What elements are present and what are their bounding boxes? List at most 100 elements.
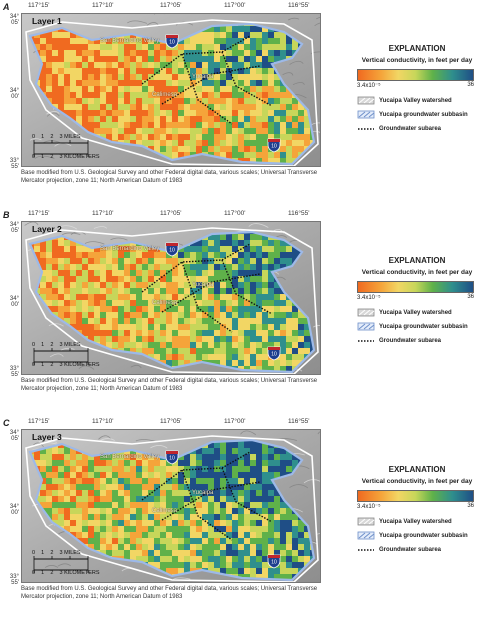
conductivity-cell xyxy=(124,460,131,467)
lat-tick: 34° 05' xyxy=(9,14,19,26)
conductivity-cell xyxy=(232,140,239,147)
conductivity-cell xyxy=(298,324,305,331)
conductivity-cell xyxy=(304,342,311,349)
conductivity-cell xyxy=(124,300,131,307)
conductivity-cell xyxy=(232,514,239,521)
conductivity-cell xyxy=(250,318,257,325)
conductivity-cell xyxy=(208,538,215,545)
conductivity-cell xyxy=(88,324,95,331)
conductivity-cell xyxy=(262,32,269,39)
conductivity-cell xyxy=(238,110,245,117)
conductivity-cell xyxy=(286,532,293,539)
conductivity-cell xyxy=(244,354,251,361)
conductivity-cell xyxy=(202,336,209,343)
conductivity-cell xyxy=(292,110,299,117)
conductivity-cell xyxy=(280,556,287,563)
conductivity-cell xyxy=(238,526,245,533)
conductivity-cell xyxy=(106,86,113,93)
conductivity-cell xyxy=(166,490,173,497)
conductivity-cell xyxy=(70,264,77,271)
conductivity-cell xyxy=(220,26,227,33)
subbasin-boundary xyxy=(28,438,316,582)
conductivity-cell xyxy=(46,508,53,515)
conductivity-cell xyxy=(148,490,155,497)
conductivity-cell xyxy=(64,276,71,283)
conductivity-cell xyxy=(214,56,221,63)
conductivity-cell xyxy=(250,460,257,467)
conductivity-cell xyxy=(244,502,251,509)
conductivity-cell xyxy=(136,466,143,473)
conductivity-cell xyxy=(64,282,71,289)
conductivity-cell xyxy=(280,348,287,355)
conductivity-cell xyxy=(262,318,269,325)
conductivity-cell xyxy=(250,44,257,51)
conductivity-cell xyxy=(220,490,227,497)
conductivity-cell xyxy=(148,526,155,533)
conductivity-cell xyxy=(136,128,143,135)
conductivity-cell xyxy=(172,342,179,349)
conductivity-cell xyxy=(124,104,131,111)
conductivity-cell xyxy=(148,502,155,509)
conductivity-cell xyxy=(166,62,173,69)
conductivity-cell xyxy=(196,550,203,557)
conductivity-cell xyxy=(58,306,65,313)
conductivity-cell xyxy=(256,26,263,33)
conductivity-cell xyxy=(202,306,209,313)
conductivity-cell xyxy=(202,514,209,521)
conductivity-cell xyxy=(70,484,77,491)
conductivity-cell xyxy=(244,86,251,93)
conductivity-cell xyxy=(190,92,197,99)
conductivity-cell xyxy=(160,56,167,63)
conductivity-cell xyxy=(292,330,299,337)
conductivity-cell xyxy=(166,74,173,81)
conductivity-cell xyxy=(70,496,77,503)
conductivity-cell xyxy=(178,152,185,159)
conductivity-cell xyxy=(94,38,101,45)
conductivity-cell xyxy=(40,294,47,301)
conductivity-cell xyxy=(190,294,197,301)
conductivity-cell xyxy=(52,50,59,57)
conductivity-cell xyxy=(82,288,89,295)
conductivity-cell xyxy=(268,312,275,319)
conductivity-cell xyxy=(220,330,227,337)
conductivity-cell xyxy=(244,74,251,81)
conductivity-cell xyxy=(262,448,269,455)
conductivity-cell xyxy=(82,324,89,331)
conductivity-cell xyxy=(262,116,269,123)
dotted-line-icon xyxy=(358,549,374,551)
conductivity-cell xyxy=(58,282,65,289)
conductivity-cell xyxy=(274,544,281,551)
conductivity-cell xyxy=(142,294,149,301)
conductivity-cell xyxy=(244,270,251,277)
conductivity-cell xyxy=(214,556,221,563)
conductivity-cell xyxy=(232,74,239,81)
conductivity-cell xyxy=(226,258,233,265)
conductivity-cell xyxy=(244,342,251,349)
conductivity-cell xyxy=(196,74,203,81)
conductivity-cell xyxy=(58,92,65,99)
conductivity-cell xyxy=(220,50,227,57)
conductivity-cell xyxy=(136,140,143,147)
conductivity-cell xyxy=(262,44,269,51)
conductivity-cell xyxy=(274,508,281,515)
conductivity-cell xyxy=(274,80,281,87)
conductivity-cell xyxy=(220,104,227,111)
conductivity-cell xyxy=(208,26,215,33)
conductivity-cell xyxy=(262,460,269,467)
conductivity-cell xyxy=(208,134,215,141)
conductivity-cell xyxy=(250,74,257,81)
conductivity-cell xyxy=(154,336,161,343)
conductivity-cell xyxy=(190,264,197,271)
conductivity-cell xyxy=(154,312,161,319)
conductivity-cell xyxy=(76,496,83,503)
conductivity-cell xyxy=(166,568,173,575)
conductivity-cell xyxy=(160,98,167,105)
conductivity-cell xyxy=(226,460,233,467)
conductivity-cell xyxy=(64,38,71,45)
conductivity-cell xyxy=(214,532,221,539)
conductivity-cell xyxy=(142,288,149,295)
conductivity-cell xyxy=(256,324,263,331)
conductivity-cell xyxy=(232,234,239,241)
conductivity-cell xyxy=(274,306,281,313)
conductivity-cell xyxy=(268,282,275,289)
